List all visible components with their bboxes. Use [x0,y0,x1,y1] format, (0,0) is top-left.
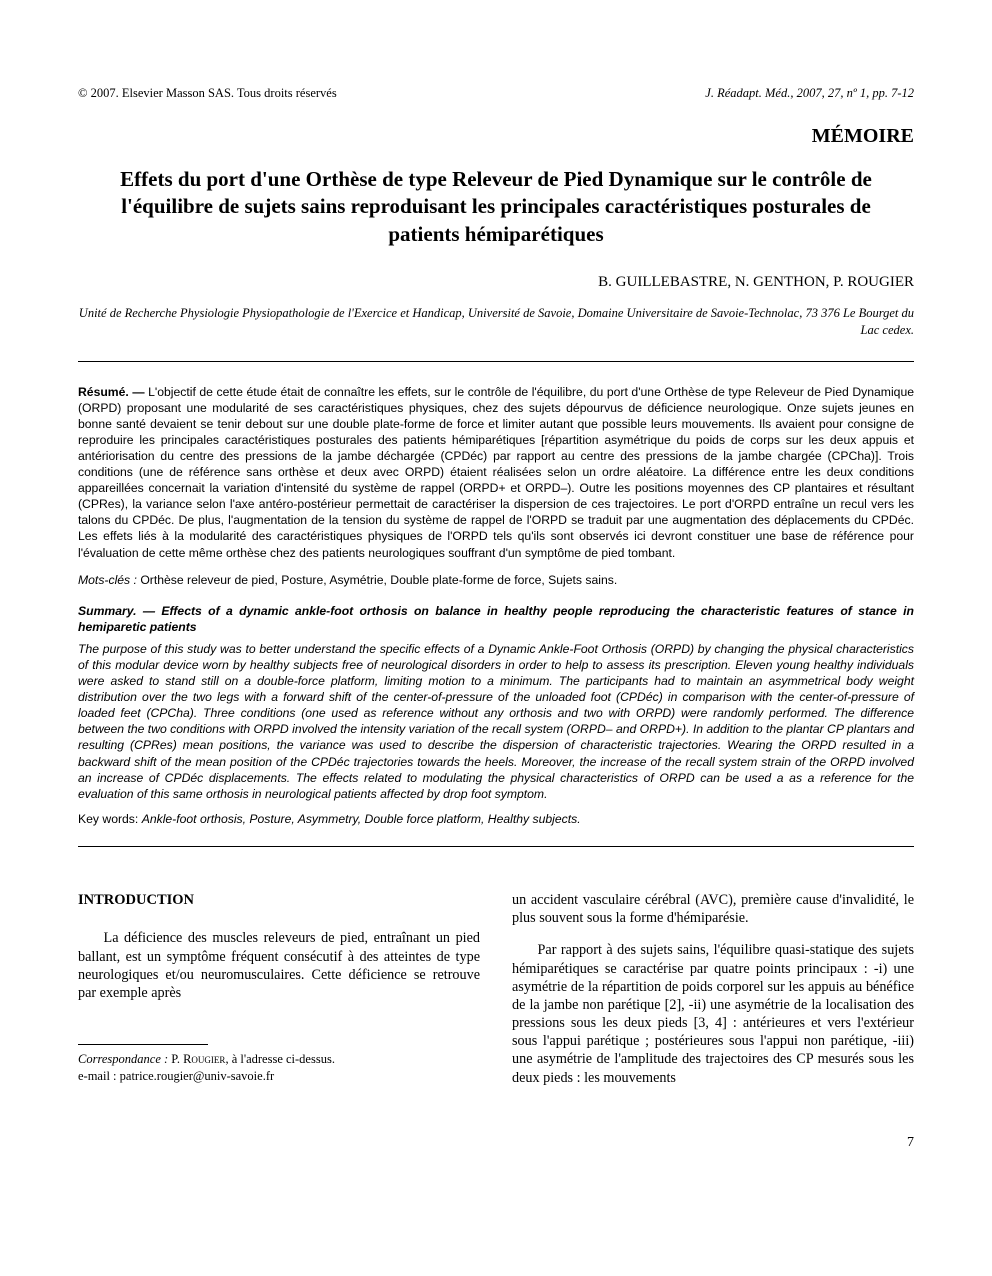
summary-body: The purpose of this study was to better … [78,641,914,802]
body-columns: INTRODUCTION La déficience des muscles r… [78,891,914,1087]
mots-cles-label: Mots-clés : [78,573,137,587]
correspondence-label: Correspondance : [78,1052,168,1066]
left-column: INTRODUCTION La déficience des muscles r… [78,891,480,1087]
correspondence-email: e-mail : patrice.rougier@univ-savoie.fr [78,1069,274,1083]
correspondence-name: P. Rougier [171,1052,225,1066]
citation-text: J. Réadapt. Méd., 2007, 27, nº 1, pp. 7-… [705,86,914,101]
correspondence-rest: , à l'adresse ci-dessus. [225,1052,335,1066]
summary-title-line: Summary. — Effects of a dynamic ankle-fo… [78,603,914,635]
resume-body: L'objectif de cette étude était de conna… [78,385,914,560]
copyright-text: © 2007. Elsevier Masson SAS. Tous droits… [78,86,337,101]
intro-para-1: La déficience des muscles releveurs de p… [78,929,480,1002]
resume-block: Résumé. — L'objectif de cette étude étai… [78,384,914,561]
article-title: Effets du port d'une Orthèse de type Rel… [88,166,904,248]
mots-cles: Mots-clés : Orthèse releveur de pied, Po… [78,573,914,587]
authors: B. GUILLEBASTRE, N. GENTHON, P. ROUGIER [78,274,914,291]
keywords-en-label: Key words: [78,812,138,826]
intro-para-2: Par rapport à des sujets sains, l'équili… [512,941,914,1086]
section-label: MÉMOIRE [78,125,914,148]
horizontal-rule [78,361,914,362]
right-column: un accident vasculaire cérébral (AVC), p… [512,891,914,1087]
keywords-en: Key words: Ankle-foot orthosis, Posture,… [78,812,914,826]
footnote-separator [78,1044,208,1045]
affiliation: Unité de Recherche Physiologie Physiopat… [78,305,914,339]
introduction-heading: INTRODUCTION [78,891,480,910]
horizontal-rule [78,846,914,847]
summary-label: Summary. — [78,604,155,618]
summary-title: Effects of a dynamic ankle-foot orthosis… [78,604,914,634]
intro-para-1-cont: un accident vasculaire cérébral (AVC), p… [512,892,914,926]
running-header: © 2007. Elsevier Masson SAS. Tous droits… [78,86,914,101]
page-number: 7 [78,1135,914,1151]
correspondence-footnote: Correspondance : P. Rougier, à l'adresse… [78,1051,480,1085]
mots-cles-values: Orthèse releveur de pied, Posture, Asymé… [140,573,617,587]
resume-label: Résumé. — [78,385,145,399]
keywords-en-values: Ankle-foot orthosis, Posture, Asymmetry,… [142,812,581,826]
